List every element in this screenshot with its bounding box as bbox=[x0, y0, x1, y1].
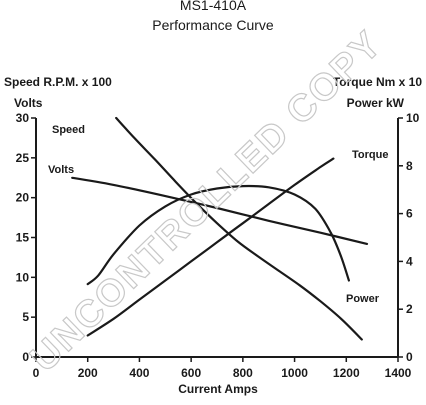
curves-group bbox=[71, 116, 369, 341]
left-axis-title-volts: Volts bbox=[14, 96, 43, 110]
left-tick-label: 25 bbox=[16, 151, 30, 165]
left-tick-label: 5 bbox=[22, 310, 29, 324]
right-tick-label: 10 bbox=[406, 111, 420, 125]
right-axis-title-power: Power kW bbox=[347, 96, 405, 110]
x-tick-label: 1400 bbox=[385, 366, 412, 380]
power-curve bbox=[86, 184, 350, 286]
power-series-label: Power bbox=[346, 293, 380, 305]
torque-series-label: Torque bbox=[352, 149, 388, 161]
left-tick-label: 15 bbox=[16, 231, 30, 245]
left-tick-label: 20 bbox=[16, 191, 30, 205]
speed-curve bbox=[115, 116, 363, 341]
left-axis-title-speed: Speed R.P.M. x 100 bbox=[4, 75, 112, 89]
x-tick-label: 400 bbox=[129, 366, 149, 380]
left-tick-label: 10 bbox=[16, 270, 30, 284]
torque-curve bbox=[86, 157, 335, 337]
x-tick-label: 600 bbox=[181, 366, 201, 380]
speed-series-label: Speed bbox=[52, 124, 85, 136]
series-labels-group: Speed Volts Torque Power bbox=[48, 124, 388, 305]
left-tick-label: 30 bbox=[16, 111, 30, 125]
axes-group: 0 5 10 15 20 25 30 0 2 4 6 8 10 0 200 400 600 800 1000 1200… bbox=[16, 111, 420, 380]
chart-subtitle: Performance Curve bbox=[152, 17, 274, 33]
right-tick-label: 8 bbox=[406, 159, 413, 173]
x-axis-title: Current Amps bbox=[178, 382, 258, 396]
volts-curve bbox=[71, 176, 369, 245]
x-tick-label: 0 bbox=[33, 366, 40, 380]
right-axis-title-torque: Torque Nm x 10 bbox=[333, 75, 422, 89]
x-tick-label: 200 bbox=[78, 366, 98, 380]
x-tick-label: 1000 bbox=[281, 366, 308, 380]
left-tick-label: 0 bbox=[22, 350, 29, 364]
x-tick-label: 1200 bbox=[333, 366, 360, 380]
right-tick-label: 0 bbox=[406, 350, 413, 364]
volts-series-label: Volts bbox=[48, 164, 74, 176]
x-tick-label: 800 bbox=[233, 366, 253, 380]
right-tick-label: 6 bbox=[406, 207, 413, 221]
right-tick-label: 4 bbox=[406, 254, 413, 268]
chart-model-title: MS1-410A bbox=[180, 0, 247, 13]
right-tick-label: 2 bbox=[406, 302, 413, 316]
